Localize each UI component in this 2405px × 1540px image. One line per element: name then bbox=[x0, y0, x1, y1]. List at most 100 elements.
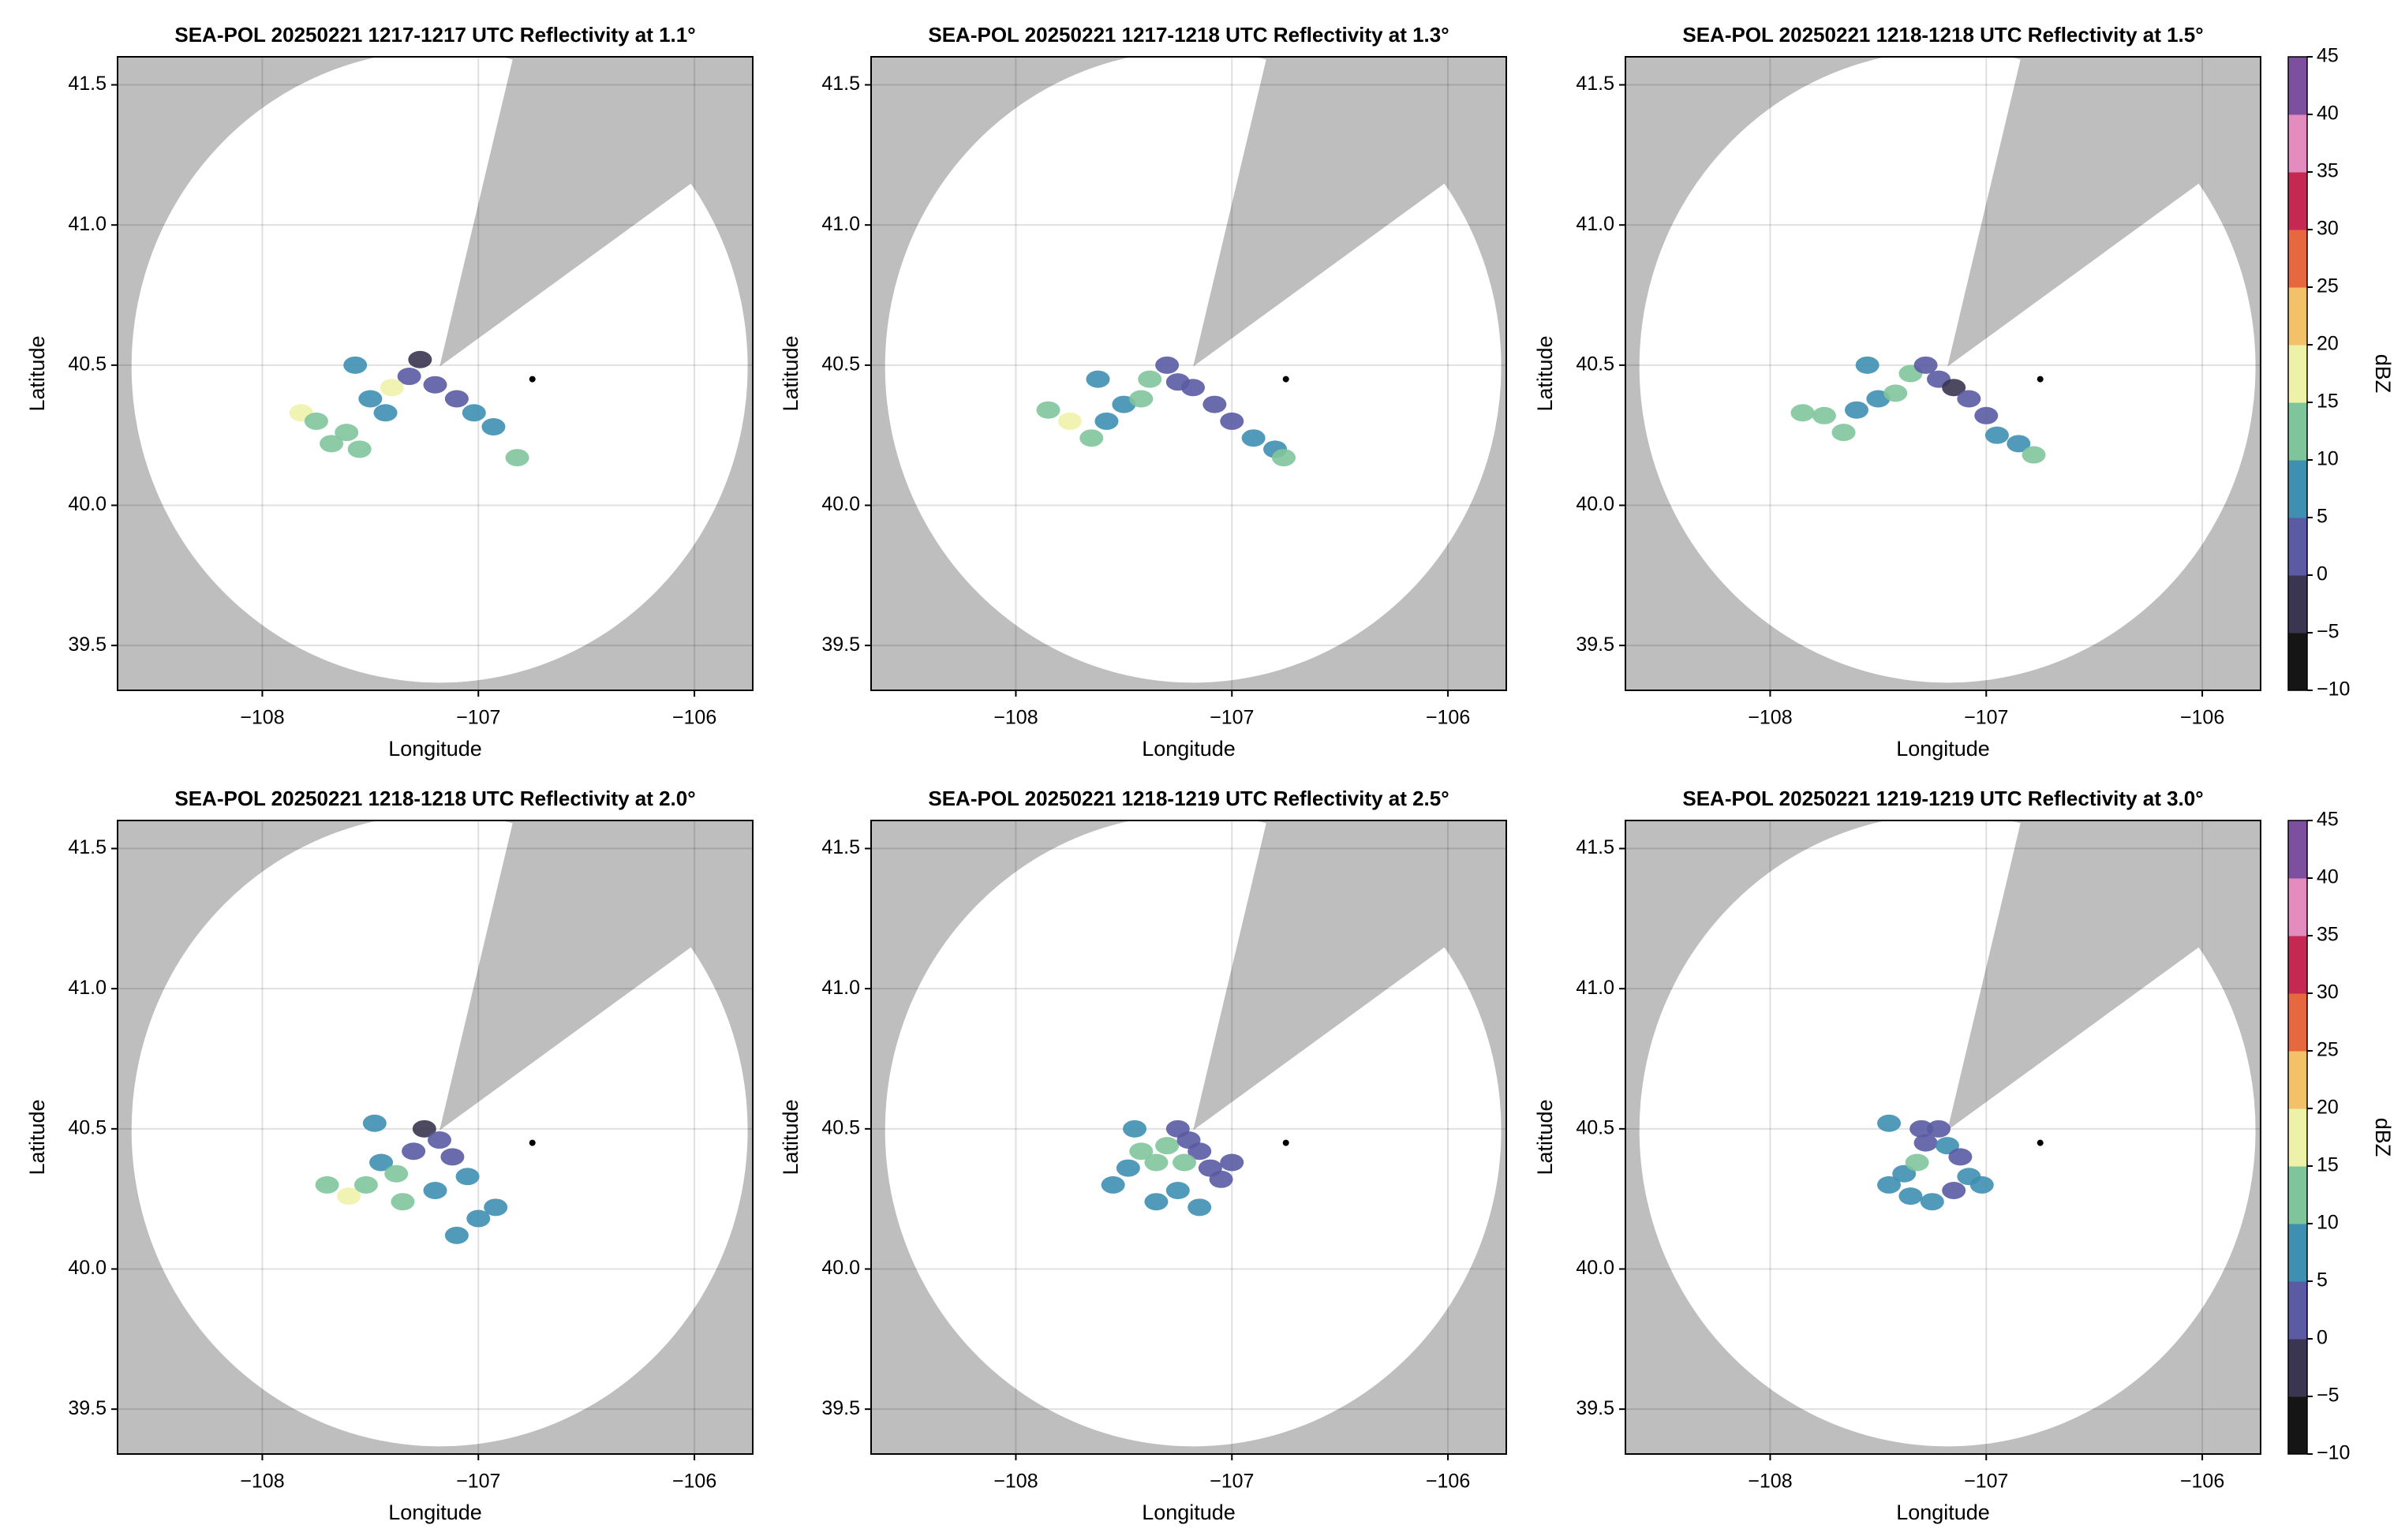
x-tick-label: −108 bbox=[993, 707, 1038, 729]
echo-cell bbox=[1086, 370, 1110, 388]
colorbar-segment bbox=[2288, 230, 2307, 288]
plot-frame bbox=[117, 56, 754, 691]
colorbar-tick-label: 30 bbox=[2317, 218, 2339, 240]
colorbar-segment bbox=[2288, 518, 2307, 576]
echo-cell bbox=[1144, 1193, 1169, 1211]
y-tick-label: 41.0 bbox=[1576, 213, 1614, 235]
echo-cell bbox=[1036, 401, 1060, 419]
echoes bbox=[1101, 1119, 1244, 1217]
blocked-sector bbox=[1193, 820, 1506, 1131]
colorbar-tick-label: 10 bbox=[2317, 448, 2339, 470]
echo-cell bbox=[1927, 1119, 1951, 1138]
y-axis-label: Latitude bbox=[779, 1099, 802, 1175]
echoes bbox=[289, 350, 529, 467]
echo-cell bbox=[358, 390, 383, 408]
y-tick-label: 40.5 bbox=[1576, 353, 1614, 375]
x-tick-label: −108 bbox=[240, 707, 284, 729]
echo-cell bbox=[1831, 424, 1856, 442]
colorbar-tick-label: 0 bbox=[2317, 1327, 2328, 1349]
x-tick-label: −106 bbox=[672, 707, 716, 729]
x-axis-label: Longitude bbox=[1896, 737, 1990, 761]
colorbar-segment bbox=[2288, 820, 2307, 879]
colorbar-tick-label: 45 bbox=[2317, 809, 2339, 831]
x-tick-label: −108 bbox=[1748, 1471, 1792, 1493]
colorbar-segment bbox=[2288, 345, 2307, 403]
colorbar-tick-label: −10 bbox=[2317, 1442, 2350, 1464]
plot-frame bbox=[1625, 820, 2261, 1455]
colorbar-segment bbox=[2288, 1224, 2307, 1282]
echo-cell bbox=[1094, 412, 1119, 430]
radar-site bbox=[1282, 1139, 1289, 1146]
colorbar-segment bbox=[2288, 878, 2307, 936]
colorbar-label: dBZ bbox=[2371, 354, 2395, 394]
radar-site bbox=[529, 1139, 536, 1146]
echo-cell bbox=[1188, 1198, 1212, 1217]
echo-cell bbox=[481, 418, 506, 436]
echo-cell bbox=[408, 350, 432, 368]
echo-cell bbox=[455, 1168, 480, 1186]
colorbar-tick-label: 20 bbox=[2317, 1097, 2339, 1119]
echo-cell bbox=[1957, 390, 1981, 408]
echo-cell bbox=[1855, 356, 1879, 374]
y-tick-label: 40.5 bbox=[68, 353, 107, 375]
x-tick-label: −108 bbox=[993, 1471, 1038, 1493]
y-axis-label: Latitude bbox=[1533, 335, 1557, 411]
x-tick-label: −106 bbox=[1426, 1471, 1470, 1493]
echo-cell bbox=[444, 390, 469, 408]
echo-cell bbox=[335, 424, 359, 442]
panel: −108 −107 −106 39.5 40.0 40.5 41.0 41.5 SEA-POL … bbox=[1533, 23, 2395, 761]
echo-cell bbox=[384, 1164, 409, 1183]
panel-title: SEA-POL 20250221 1219-1219 UTC Reflectiv… bbox=[1682, 787, 2203, 810]
y-tick-label: 40.0 bbox=[68, 1257, 107, 1279]
plot-frame bbox=[1625, 56, 2261, 691]
colorbar-segment bbox=[2288, 1396, 2307, 1455]
y-tick-label: 39.5 bbox=[1576, 1397, 1614, 1419]
echo-cell bbox=[1942, 379, 1966, 397]
echo-cell bbox=[1883, 384, 1908, 402]
echo-cell bbox=[373, 404, 398, 422]
echo-cell bbox=[1138, 370, 1162, 388]
echo-cell bbox=[304, 412, 328, 430]
y-tick-label: 40.5 bbox=[68, 1116, 107, 1138]
echo-cell bbox=[1913, 356, 1938, 374]
echo-cell bbox=[353, 1176, 378, 1194]
echo-cell bbox=[1844, 401, 1868, 419]
y-tick-label: 41.0 bbox=[1576, 977, 1614, 999]
y-axis-label: Latitude bbox=[1533, 1099, 1557, 1175]
echo-cell bbox=[1271, 449, 1296, 467]
colorbar-tick-label: 20 bbox=[2317, 333, 2339, 355]
echo-cell bbox=[505, 449, 529, 467]
colorbar-tick-label: 25 bbox=[2317, 275, 2339, 297]
colorbar-segment bbox=[2288, 1339, 2307, 1397]
echo-cell bbox=[1057, 412, 1082, 430]
echo-cell bbox=[423, 1182, 447, 1200]
x-tick-label: −107 bbox=[1964, 707, 2008, 729]
x-tick-label: −106 bbox=[672, 1471, 716, 1493]
echoes bbox=[1036, 356, 1296, 467]
colorbar-tick-label: 40 bbox=[2317, 866, 2339, 888]
panel-title: SEA-POL 20250221 1218-1218 UTC Reflectiv… bbox=[174, 787, 695, 810]
radar-site bbox=[2037, 1139, 2044, 1146]
blocked-sector bbox=[1947, 820, 2261, 1131]
x-tick-label: −107 bbox=[456, 1471, 500, 1493]
x-axis-label: Longitude bbox=[1896, 1501, 1990, 1524]
echo-cell bbox=[1898, 1187, 1923, 1205]
colorbar-tick-label: 15 bbox=[2317, 391, 2339, 413]
colorbar-segment bbox=[2288, 1051, 2307, 1109]
colorbar-tick-label: −5 bbox=[2317, 1385, 2340, 1407]
echoes bbox=[1790, 356, 2046, 464]
echo-cell bbox=[1974, 406, 1999, 424]
y-tick-label: 41.5 bbox=[1576, 836, 1614, 858]
echo-cell bbox=[1812, 406, 1836, 424]
echo-cell bbox=[1155, 356, 1180, 374]
blocked-sector bbox=[439, 820, 753, 1131]
colorbar-label: dBZ bbox=[2371, 1118, 2395, 1157]
echo-cell bbox=[466, 1209, 491, 1228]
radar-site bbox=[529, 376, 536, 383]
y-axis-label: Latitude bbox=[779, 335, 802, 411]
echo-cell bbox=[362, 1114, 387, 1132]
colorbar-segment bbox=[2288, 633, 2307, 691]
echo-cell bbox=[391, 1193, 415, 1211]
x-axis-label: Longitude bbox=[388, 1501, 482, 1524]
